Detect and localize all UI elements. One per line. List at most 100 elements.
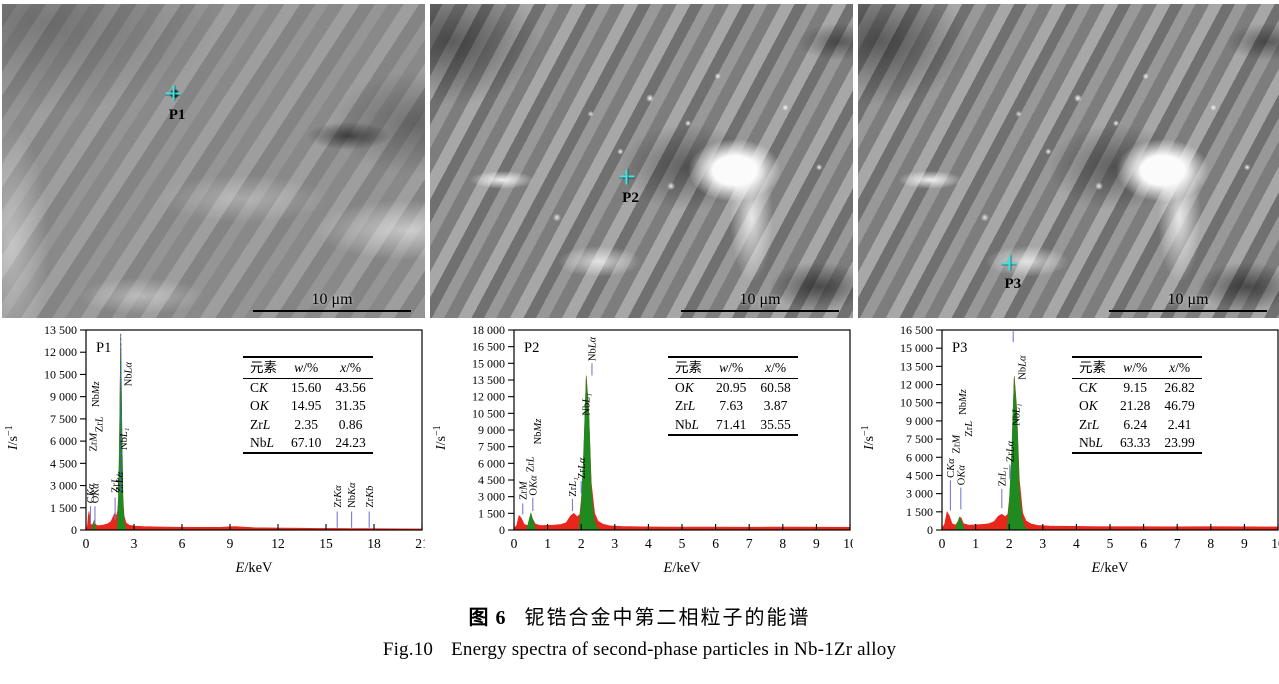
atomic-percent-cell: 31.35 — [335, 398, 366, 414]
svg-text:ZrL₁: ZrL₁ — [997, 467, 1008, 486]
crosshair-marker — [165, 85, 181, 101]
atomic-percent-cell: 60.58 — [760, 380, 791, 396]
atomic-percent-cell: 26.82 — [1164, 380, 1195, 396]
weight-percent-cell: 7.63 — [719, 398, 743, 414]
sem-micrograph-p3: P3 10 μm — [858, 4, 1279, 318]
svg-text:3: 3 — [611, 536, 618, 551]
svg-text:9 000: 9 000 — [906, 414, 933, 428]
table-header-cell: x/% — [753, 357, 798, 380]
svg-text:7 500: 7 500 — [478, 440, 505, 454]
svg-text:OKα: OKα — [528, 475, 539, 496]
weight-percent-cell: 2.35 — [294, 416, 318, 432]
table-header-cell: 元素 — [1072, 357, 1113, 380]
svg-text:3 000: 3 000 — [906, 487, 933, 501]
caption-chinese: 图 6 铌锆合金中第二相粒子的能谱 — [0, 601, 1279, 630]
table-header-cell: w/% — [1113, 357, 1158, 380]
svg-text:CKα: CKα — [86, 483, 97, 503]
scale-label: 10 μm — [311, 291, 353, 308]
svg-text:6: 6 — [712, 536, 719, 551]
element-cell: ZrL — [675, 398, 696, 414]
svg-text:I/s−1: I/s−1 — [860, 425, 877, 451]
svg-text:10 500: 10 500 — [472, 406, 505, 420]
svg-text:ZrL: ZrL — [964, 421, 975, 437]
scale-label: 10 μm — [1167, 291, 1209, 308]
scale-label: 10 μm — [739, 291, 781, 308]
eds-chart-p1: CKα ZrM OKα NbMz ZrL ZrL₁ ZrLα NbL₁ NbLα ZrKα NbKα… — [2, 318, 429, 590]
svg-text:3 000: 3 000 — [50, 479, 77, 493]
eds-chart-p2: ZrM ZrL OKα NbMz ZrL₁ ZrLα NbL₁ NbLα 0 1 500 3 000… — [430, 318, 857, 590]
svg-text:ZrL₁: ZrL₁ — [568, 477, 579, 496]
eds-spectrum-chart: CKα ZrM OKα NbMz ZrL ZrL₁ ZrLα NbL₁ NbLα 0 1 500 3 … — [860, 323, 1279, 576]
svg-text:ZrM: ZrM — [518, 480, 529, 500]
svg-text:0: 0 — [499, 523, 505, 537]
svg-text:NbLα: NbLα — [1018, 355, 1029, 380]
weight-percent-cell: 63.33 — [1120, 434, 1151, 450]
svg-text:6 000: 6 000 — [478, 456, 505, 470]
svg-text:5: 5 — [1107, 536, 1114, 551]
table-header-cell: w/% — [709, 357, 754, 380]
composition-table-p3: 元素 w/% x/% CK 9.15 26.82 OK 21.28 46.79 ZrL 6.24 2.… — [1072, 356, 1202, 455]
svg-text:ZrLα: ZrLα — [577, 457, 588, 479]
eds-composition-table: 元素 w/% x/% CK 9.15 26.82 OK 21.28 46.79 ZrL 6.24 2.… — [1072, 356, 1202, 455]
svg-text:NbMz: NbMz — [533, 419, 544, 445]
table-header-cell: 元素 — [668, 357, 709, 380]
svg-text:NbLα: NbLα — [588, 336, 599, 361]
crosshair-v-bar — [172, 85, 175, 101]
svg-text:12: 12 — [271, 536, 285, 551]
svg-text:4 500: 4 500 — [478, 473, 505, 487]
svg-text:12 000: 12 000 — [44, 345, 77, 359]
crosshair-v-bar — [625, 169, 628, 185]
table-header-row: 元素 w/% x/% — [1072, 357, 1202, 380]
table-row: OK 14.95 31.35 — [243, 397, 373, 415]
svg-text:I/s−1: I/s−1 — [4, 425, 21, 451]
svg-text:3: 3 — [1039, 536, 1046, 551]
svg-text:0: 0 — [71, 523, 77, 537]
svg-text:NbLα: NbLα — [124, 362, 135, 387]
svg-text:6 000: 6 000 — [50, 434, 77, 448]
atomic-percent-cell: 23.99 — [1164, 434, 1195, 450]
svg-text:1 500: 1 500 — [478, 506, 505, 520]
svg-text:6 000: 6 000 — [906, 450, 933, 464]
scale-bar: 10 μm — [1109, 291, 1267, 312]
svg-text:9 000: 9 000 — [50, 390, 77, 404]
point-label: P3 — [1004, 276, 1022, 293]
scale-bar: 10 μm — [253, 291, 411, 312]
svg-text:ZrKα: ZrKα — [333, 485, 344, 508]
table-row: NbL 67.10 24.23 — [243, 434, 373, 453]
table-header-cell: 元素 — [243, 357, 284, 380]
svg-text:ZrM: ZrM — [952, 434, 963, 454]
composition-table-p2: 元素 w/% x/% OK 20.95 60.58 ZrL 7.63 3.87 NbL 71.41 3… — [668, 356, 798, 436]
svg-text:3: 3 — [131, 536, 138, 551]
svg-text:6: 6 — [1140, 536, 1147, 551]
svg-text:13 500: 13 500 — [900, 359, 933, 373]
table-row: CK 15.60 43.56 — [243, 379, 373, 398]
svg-text:P3: P3 — [952, 340, 967, 356]
svg-text:NbL₁: NbL₁ — [582, 393, 593, 415]
svg-text:P2: P2 — [524, 340, 539, 356]
svg-text:8: 8 — [779, 536, 786, 551]
element-cell: OK — [675, 380, 694, 396]
svg-text:15 000: 15 000 — [472, 356, 505, 370]
weight-percent-cell: 21.28 — [1120, 398, 1151, 414]
svg-text:7 500: 7 500 — [50, 412, 77, 426]
svg-text:7: 7 — [1174, 536, 1181, 551]
element-cell: NbL — [250, 434, 275, 450]
element-cell: ZrL — [1079, 416, 1100, 432]
svg-text:4 500: 4 500 — [50, 456, 77, 470]
svg-text:ZrL: ZrL — [94, 416, 105, 432]
svg-text:10: 10 — [1271, 536, 1279, 551]
atomic-percent-cell: 24.23 — [335, 434, 366, 450]
svg-text:12 000: 12 000 — [472, 390, 505, 404]
scale-bar: 10 μm — [681, 291, 839, 312]
svg-text:3 000: 3 000 — [478, 490, 505, 504]
table-header-cell: x/% — [1157, 357, 1202, 380]
svg-text:13 500: 13 500 — [472, 373, 505, 387]
svg-text:ZrLα: ZrLα — [1006, 440, 1017, 462]
atomic-percent-cell: 0.86 — [338, 416, 363, 432]
crosshair-v-bar — [1008, 255, 1010, 271]
eds-composition-table: 元素 w/% x/% CK 15.60 43.56 OK 14.95 31.35 ZrL 2.35 0… — [243, 356, 373, 455]
svg-text:10: 10 — [843, 536, 853, 551]
svg-text:15: 15 — [319, 536, 333, 551]
